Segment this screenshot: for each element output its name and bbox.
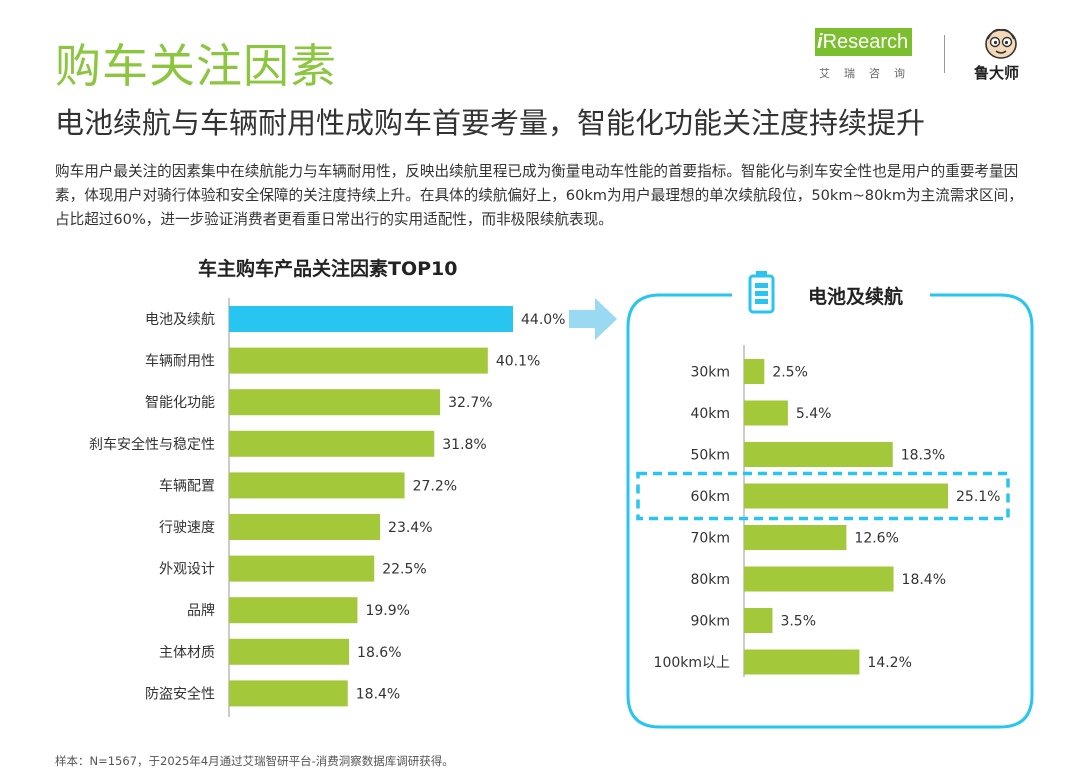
luda-mascot-icon [985,28,1017,59]
right-chart-category-label: 60km [690,489,730,505]
right-chart-value-label: 18.3% [901,448,945,464]
left-chart-value-label: 19.9% [365,603,409,619]
right-chart-category-label: 100km以上 [654,655,730,671]
left-chart-category-label: 防盗安全性 [145,685,215,702]
right-chart-bar [744,566,894,592]
left-chart-category-label: 外观设计 [159,562,215,578]
right-chart-bar [744,525,847,550]
left-chart-bar [229,514,381,540]
iresearch-badge-text: Research [822,31,909,53]
page-title: 购车关注因素 [55,39,337,93]
left-chart-value-label: 40.1% [496,354,540,370]
left-chart-category-label: 车辆配置 [159,477,215,494]
left-chart-bar [229,680,348,707]
left-chart-value-label: 18.4% [356,686,400,702]
left-chart-bar [229,472,405,499]
right-chart-value-label: 12.6% [854,531,898,547]
left-chart-category-label: 电池及续航 [145,311,215,328]
left-chart-value-label: 23.4% [388,520,432,536]
left-chart-bar [229,555,375,582]
logo-divider [944,35,945,73]
right-chart-category-label: 90km [690,614,730,630]
right-chart-category-label: 50km [690,448,730,464]
left-chart-value-label: 32.7% [448,395,492,411]
left-chart-title: 车主购车产品关注因素TOP10 [198,258,458,280]
right-chart-value-label: 3.5% [780,614,816,630]
left-chart-category-label: 行驶速度 [159,520,215,536]
iresearch-badge-i: i [817,31,823,53]
left-chart-bar [229,389,441,416]
battery-icon [748,271,775,314]
left-chart-category-label: 主体材质 [159,645,215,661]
right-chart-title: 电池及续航 [808,285,903,308]
right-chart-value-label: 5.4% [796,406,832,422]
right-chart-value-label: 18.4% [902,572,946,588]
footnote: 样本：N=1567，于2025年4月通过艾瑞智研平台-消费洞察数据库调研获得。 [55,754,454,768]
left-chart-bar [229,597,358,624]
right-chart-highlight-box [636,471,1010,521]
right-chart-value-label: 25.1% [956,489,1000,505]
right-chart-category-label: 80km [690,572,730,588]
right-chart-bar [744,359,765,384]
left-chart-value-label: 22.5% [382,562,426,578]
right-chart-category-label: 30km [690,365,730,381]
right-chart-bar [744,442,893,467]
left-chart-category-label: 刹车安全性与稳定性 [89,436,215,453]
right-arrow-icon [569,298,617,340]
luda-name: 鲁大师 [974,64,1020,82]
right-chart-bar [744,483,948,509]
right-panel-border [626,293,1034,729]
iresearch-cn-name: 艾瑞咨询 [819,67,919,80]
right-chart-value-label: 14.2% [867,655,911,671]
right-chart-bar [744,649,860,675]
left-bar-chart: 电池及续航 44.0% 车辆耐用性 40.1% 智能化功能 32.7% 刹车安全性与稳定性 3… [89,298,565,717]
left-chart-bar [229,430,435,457]
right-chart-value-label: 2.5% [772,365,808,381]
left-chart-value-label: 44.0% [521,312,565,328]
iresearch-badge: iResearch [815,28,913,56]
left-chart-value-label: 31.8% [442,437,486,453]
left-chart-category-label: 品牌 [187,602,215,619]
left-chart-value-label: 27.2% [413,478,457,494]
luda-logo: 鲁大师 [968,22,1033,82]
iresearch-logo: iResearch 艾瑞咨询 [815,28,927,84]
page-subtitle: 电池续航与车辆耐用性成购车首要考量，智能化功能关注度持续提升 [55,106,926,140]
right-chart-bar [744,400,788,426]
left-chart-category-label: 车辆耐用性 [145,353,215,370]
right-chart-category-label: 40km [690,406,730,422]
left-chart-bar [229,347,488,374]
intro-paragraph: 购车用户最关注的因素集中在续航能力与车辆耐用性，反映出续航里程已成为衡量电动车性… [55,163,1023,228]
left-chart-bar [229,638,350,665]
right-chart-bar [744,608,773,633]
left-chart-value-label: 18.6% [357,645,401,661]
right-bar-chart: 电池及续航 30km 2.5% 40km 5.4% 50km 18.3% 60km 25.1%… [626,271,1034,729]
left-chart-bar [229,306,513,332]
left-chart-category-label: 智能化功能 [145,395,215,411]
right-chart-category-label: 70km [690,531,730,547]
